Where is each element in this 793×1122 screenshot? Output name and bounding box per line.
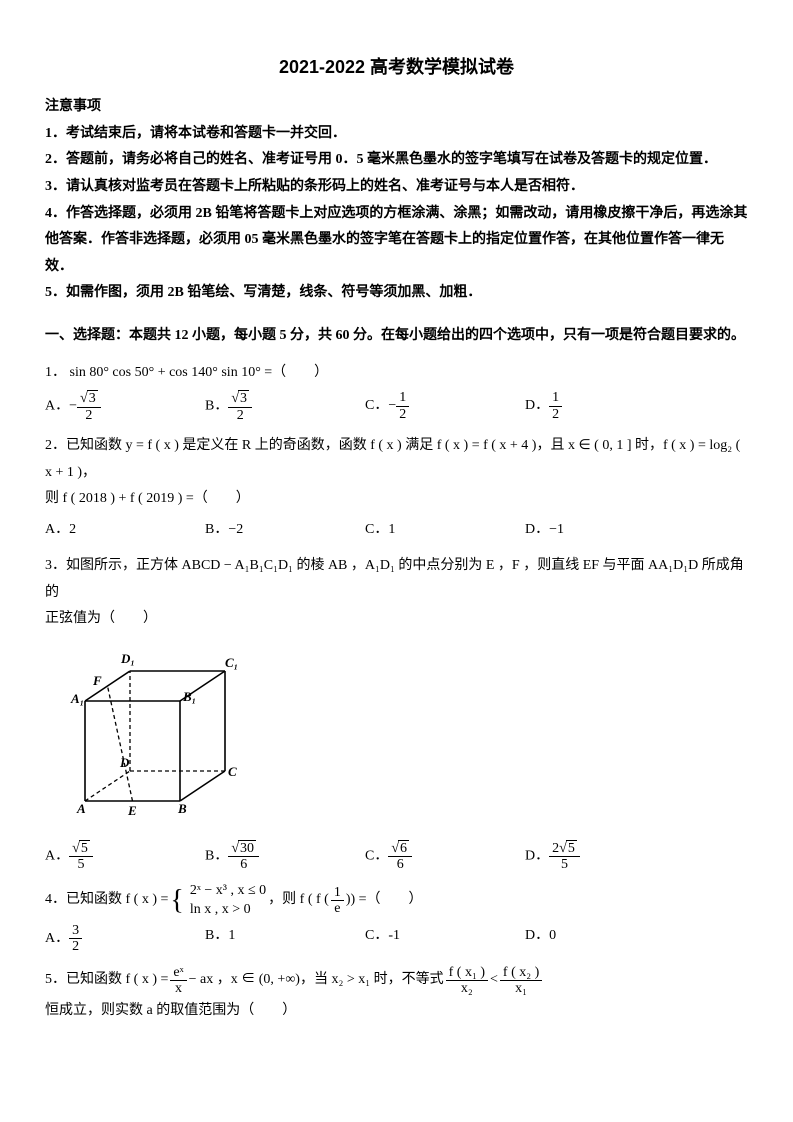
svg-text:D₁: D₁ bbox=[120, 651, 135, 666]
q5-suffix: 恒成立，则实数 a 的取值范围为（ ） bbox=[45, 998, 296, 1025]
instruction-5: 5．如需作图，须用 2B 铅笔绘、写清楚，线条、符号等须加黑、加粗． bbox=[45, 280, 748, 307]
q5-mid1: − ax ，x ∈ (0, +∞)，当 x₂ > x₁ 时，不等式 bbox=[189, 967, 444, 994]
q2-line2: 则 f ( 2018 ) + f ( 2019 ) =（ ） bbox=[45, 486, 748, 513]
q3-line2: 正弦值为（ ） bbox=[45, 606, 748, 633]
question-3: 3．如图所示，正方体 ABCD − A₁B₁C₁D₁ 的棱 AB ，A₁D₁ 的… bbox=[45, 553, 748, 872]
q2-opt-b: B．−2 bbox=[205, 517, 355, 544]
question-1: 1． sin 80° cos 50° + cos 140° sin 10° =（… bbox=[45, 360, 748, 423]
cube-figure: A B C D A₁ B₁ C₁ D₁ E F bbox=[65, 641, 748, 832]
section-1-head: 一、选择题：本题共 12 小题，每小题 5 分，共 60 分。在每小题给出的四个… bbox=[45, 323, 748, 350]
q4-opt-a: A．32 bbox=[45, 923, 195, 955]
q4-prefix: 4．已知函数 f ( x ) = bbox=[45, 887, 168, 914]
svg-text:C₁: C₁ bbox=[225, 655, 238, 670]
q2-line1: 2．已知函数 y = f ( x ) 是定义在 R 上的奇函数，函数 f ( x… bbox=[45, 433, 748, 486]
svg-text:B: B bbox=[177, 801, 187, 816]
instructions-block: 注意事项 1．考试结束后，请将本试卷和答题卡一并交回． 2．答题前，请务必将自己… bbox=[45, 94, 748, 307]
svg-text:E: E bbox=[127, 803, 137, 818]
q2-opt-a: A．2 bbox=[45, 517, 195, 544]
q1-opt-a: A．−√32 bbox=[45, 390, 195, 423]
q1-expr: sin 80° cos 50° + cos 140° sin 10° =（ ） bbox=[70, 365, 329, 380]
svg-text:C: C bbox=[228, 764, 237, 779]
q3-opt-d: D．2√55 bbox=[525, 840, 675, 873]
instruction-2: 2．答题前，请务必将自己的姓名、准考证号用 0．5 毫米黑色墨水的签字笔填写在试… bbox=[45, 147, 748, 174]
question-4: 4．已知函数 f ( x ) = { 2ˣ − x³ , x ≤ 0 ln x … bbox=[45, 882, 748, 954]
instruction-3: 3．请认真核对监考员在答题卡上所粘贴的条形码上的姓名、准考证号与本人是否相符． bbox=[45, 174, 748, 201]
q3-line1: 3．如图所示，正方体 ABCD − A₁B₁C₁D₁ 的棱 AB ，A₁D₁ 的… bbox=[45, 553, 748, 606]
q4-opt-d: D．0 bbox=[525, 923, 675, 955]
page-title: 2021-2022 高考数学模拟试卷 bbox=[45, 50, 748, 84]
instructions-head: 注意事项 bbox=[45, 94, 748, 121]
q4-suffix-post: )) =（ ） bbox=[346, 887, 423, 914]
q1-opt-d: D．12 bbox=[525, 390, 675, 423]
q4-opt-c: C．-1 bbox=[365, 923, 515, 955]
q1-opt-b: B．√32 bbox=[205, 390, 355, 423]
q2-opt-c: C．1 bbox=[365, 517, 515, 544]
q3-opt-b: B．√306 bbox=[205, 840, 355, 873]
svg-text:A₁: A₁ bbox=[70, 691, 84, 706]
q1-opt-c: C．−12 bbox=[365, 390, 515, 423]
q5-lt: < bbox=[490, 967, 498, 994]
q4-suffix-pre: ，则 f ( f ( bbox=[268, 887, 329, 914]
q2-opt-d: D．−1 bbox=[525, 517, 675, 544]
svg-text:F: F bbox=[92, 673, 102, 688]
instruction-4: 4．作答选择题，必须用 2B 铅笔将答题卡上对应选项的方框涂满、涂黑；如需改动，… bbox=[45, 201, 748, 281]
q5-prefix: 5．已知函数 f ( x ) = bbox=[45, 967, 168, 994]
svg-text:B₁: B₁ bbox=[182, 689, 196, 704]
svg-text:D: D bbox=[119, 755, 130, 770]
svg-text:A: A bbox=[76, 801, 86, 816]
question-2: 2．已知函数 y = f ( x ) 是定义在 R 上的奇函数，函数 f ( x… bbox=[45, 433, 748, 543]
q4-opt-b: B．1 bbox=[205, 923, 355, 955]
q1-stem-prefix: 1． bbox=[45, 365, 66, 380]
q3-opt-a: A．√55 bbox=[45, 840, 195, 873]
question-5: 5．已知函数 f ( x ) = eˣx − ax ，x ∈ (0, +∞)，当… bbox=[45, 965, 748, 1025]
q3-opt-c: C．√66 bbox=[365, 840, 515, 873]
instruction-1: 1．考试结束后，请将本试卷和答题卡一并交回． bbox=[45, 121, 748, 148]
